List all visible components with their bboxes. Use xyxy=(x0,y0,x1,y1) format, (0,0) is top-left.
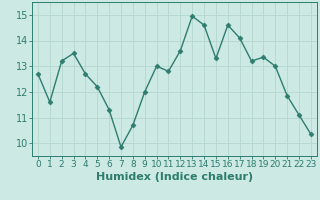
X-axis label: Humidex (Indice chaleur): Humidex (Indice chaleur) xyxy=(96,172,253,182)
